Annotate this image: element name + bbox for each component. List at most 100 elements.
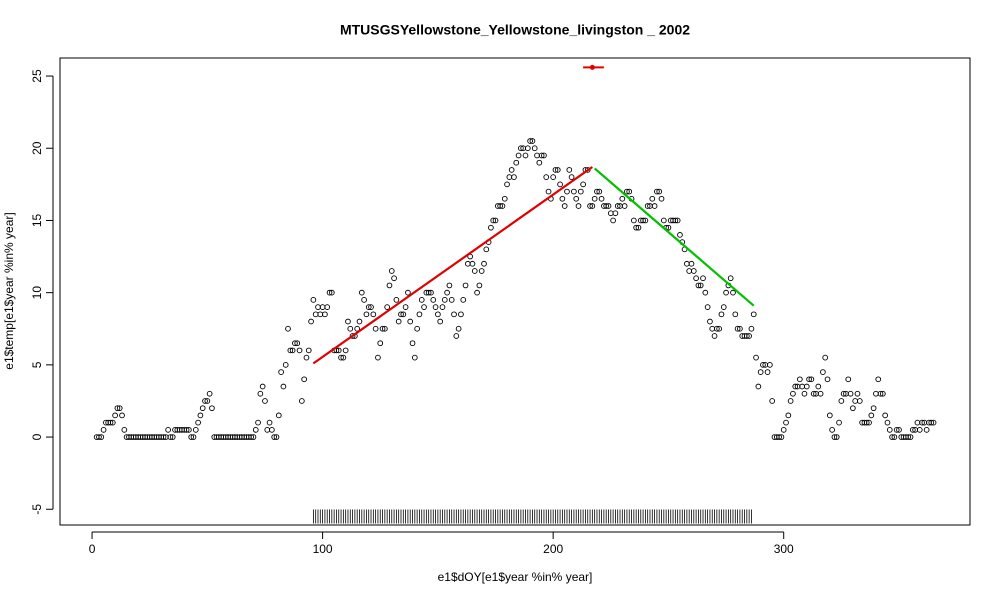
point bbox=[167, 434, 174, 440]
point bbox=[358, 289, 365, 296]
point bbox=[121, 426, 128, 433]
point bbox=[303, 354, 310, 361]
point bbox=[790, 390, 796, 397]
point bbox=[400, 311, 407, 318]
point bbox=[481, 260, 487, 267]
point bbox=[451, 311, 457, 318]
point bbox=[543, 174, 550, 180]
point bbox=[365, 304, 372, 310]
point bbox=[160, 434, 167, 440]
point bbox=[430, 297, 437, 303]
point bbox=[186, 426, 192, 433]
point bbox=[197, 412, 204, 419]
point bbox=[541, 152, 547, 159]
point bbox=[439, 304, 446, 310]
point bbox=[720, 304, 727, 310]
point bbox=[707, 318, 713, 325]
point bbox=[831, 434, 838, 440]
point bbox=[448, 297, 455, 303]
point bbox=[504, 181, 510, 188]
point bbox=[596, 188, 603, 195]
point bbox=[356, 318, 363, 325]
point bbox=[695, 282, 702, 289]
point bbox=[571, 188, 577, 195]
fit-line bbox=[593, 167, 755, 307]
point bbox=[856, 398, 863, 404]
point bbox=[554, 167, 561, 173]
point bbox=[693, 275, 699, 282]
point bbox=[285, 325, 291, 332]
point bbox=[550, 174, 557, 180]
point bbox=[875, 376, 882, 383]
point bbox=[672, 217, 679, 224]
point bbox=[209, 405, 215, 412]
y-axis-label: e1$temp[e1$year %in% year] bbox=[2, 212, 16, 369]
point bbox=[700, 275, 706, 282]
point bbox=[515, 152, 522, 159]
point bbox=[748, 325, 755, 332]
point bbox=[743, 333, 750, 339]
point bbox=[866, 419, 872, 426]
point bbox=[462, 282, 469, 289]
point bbox=[810, 390, 817, 397]
point bbox=[488, 224, 494, 231]
point bbox=[437, 318, 444, 325]
point bbox=[342, 347, 349, 354]
point bbox=[446, 282, 453, 289]
error-point bbox=[589, 64, 595, 70]
point bbox=[803, 383, 810, 390]
point bbox=[169, 434, 176, 440]
point bbox=[702, 289, 709, 296]
point bbox=[640, 217, 646, 224]
point bbox=[455, 325, 462, 332]
point bbox=[815, 383, 822, 390]
point bbox=[776, 434, 782, 440]
point bbox=[299, 398, 305, 404]
point bbox=[880, 390, 886, 397]
point bbox=[826, 412, 833, 419]
point bbox=[536, 159, 543, 166]
point bbox=[573, 195, 580, 202]
point bbox=[301, 376, 308, 383]
point bbox=[382, 325, 388, 332]
x-tick-label: 0 bbox=[89, 542, 96, 556]
point bbox=[654, 188, 660, 195]
point bbox=[204, 398, 211, 404]
point bbox=[432, 304, 439, 310]
plot-frame bbox=[59, 57, 971, 526]
point bbox=[651, 203, 658, 209]
point bbox=[497, 203, 503, 209]
point bbox=[527, 138, 533, 144]
point bbox=[195, 419, 201, 426]
point bbox=[490, 217, 497, 224]
point bbox=[621, 203, 628, 209]
point bbox=[395, 318, 402, 325]
point bbox=[688, 260, 695, 267]
point bbox=[836, 419, 842, 426]
point bbox=[612, 210, 619, 217]
point bbox=[262, 398, 268, 404]
point bbox=[783, 419, 789, 426]
y-tick-label: 5 bbox=[30, 361, 44, 368]
point bbox=[513, 159, 520, 166]
point bbox=[100, 426, 107, 433]
point bbox=[425, 289, 432, 296]
point bbox=[322, 311, 328, 318]
point bbox=[165, 426, 171, 433]
point bbox=[716, 325, 723, 332]
point bbox=[566, 167, 573, 173]
point bbox=[421, 304, 427, 310]
point bbox=[808, 376, 815, 383]
point bbox=[598, 195, 605, 202]
point bbox=[407, 318, 414, 325]
point bbox=[589, 203, 596, 209]
point bbox=[259, 383, 266, 390]
point bbox=[98, 434, 105, 440]
point bbox=[614, 203, 621, 209]
point bbox=[328, 289, 335, 296]
point bbox=[797, 376, 803, 383]
point bbox=[577, 188, 584, 195]
point bbox=[411, 354, 418, 361]
